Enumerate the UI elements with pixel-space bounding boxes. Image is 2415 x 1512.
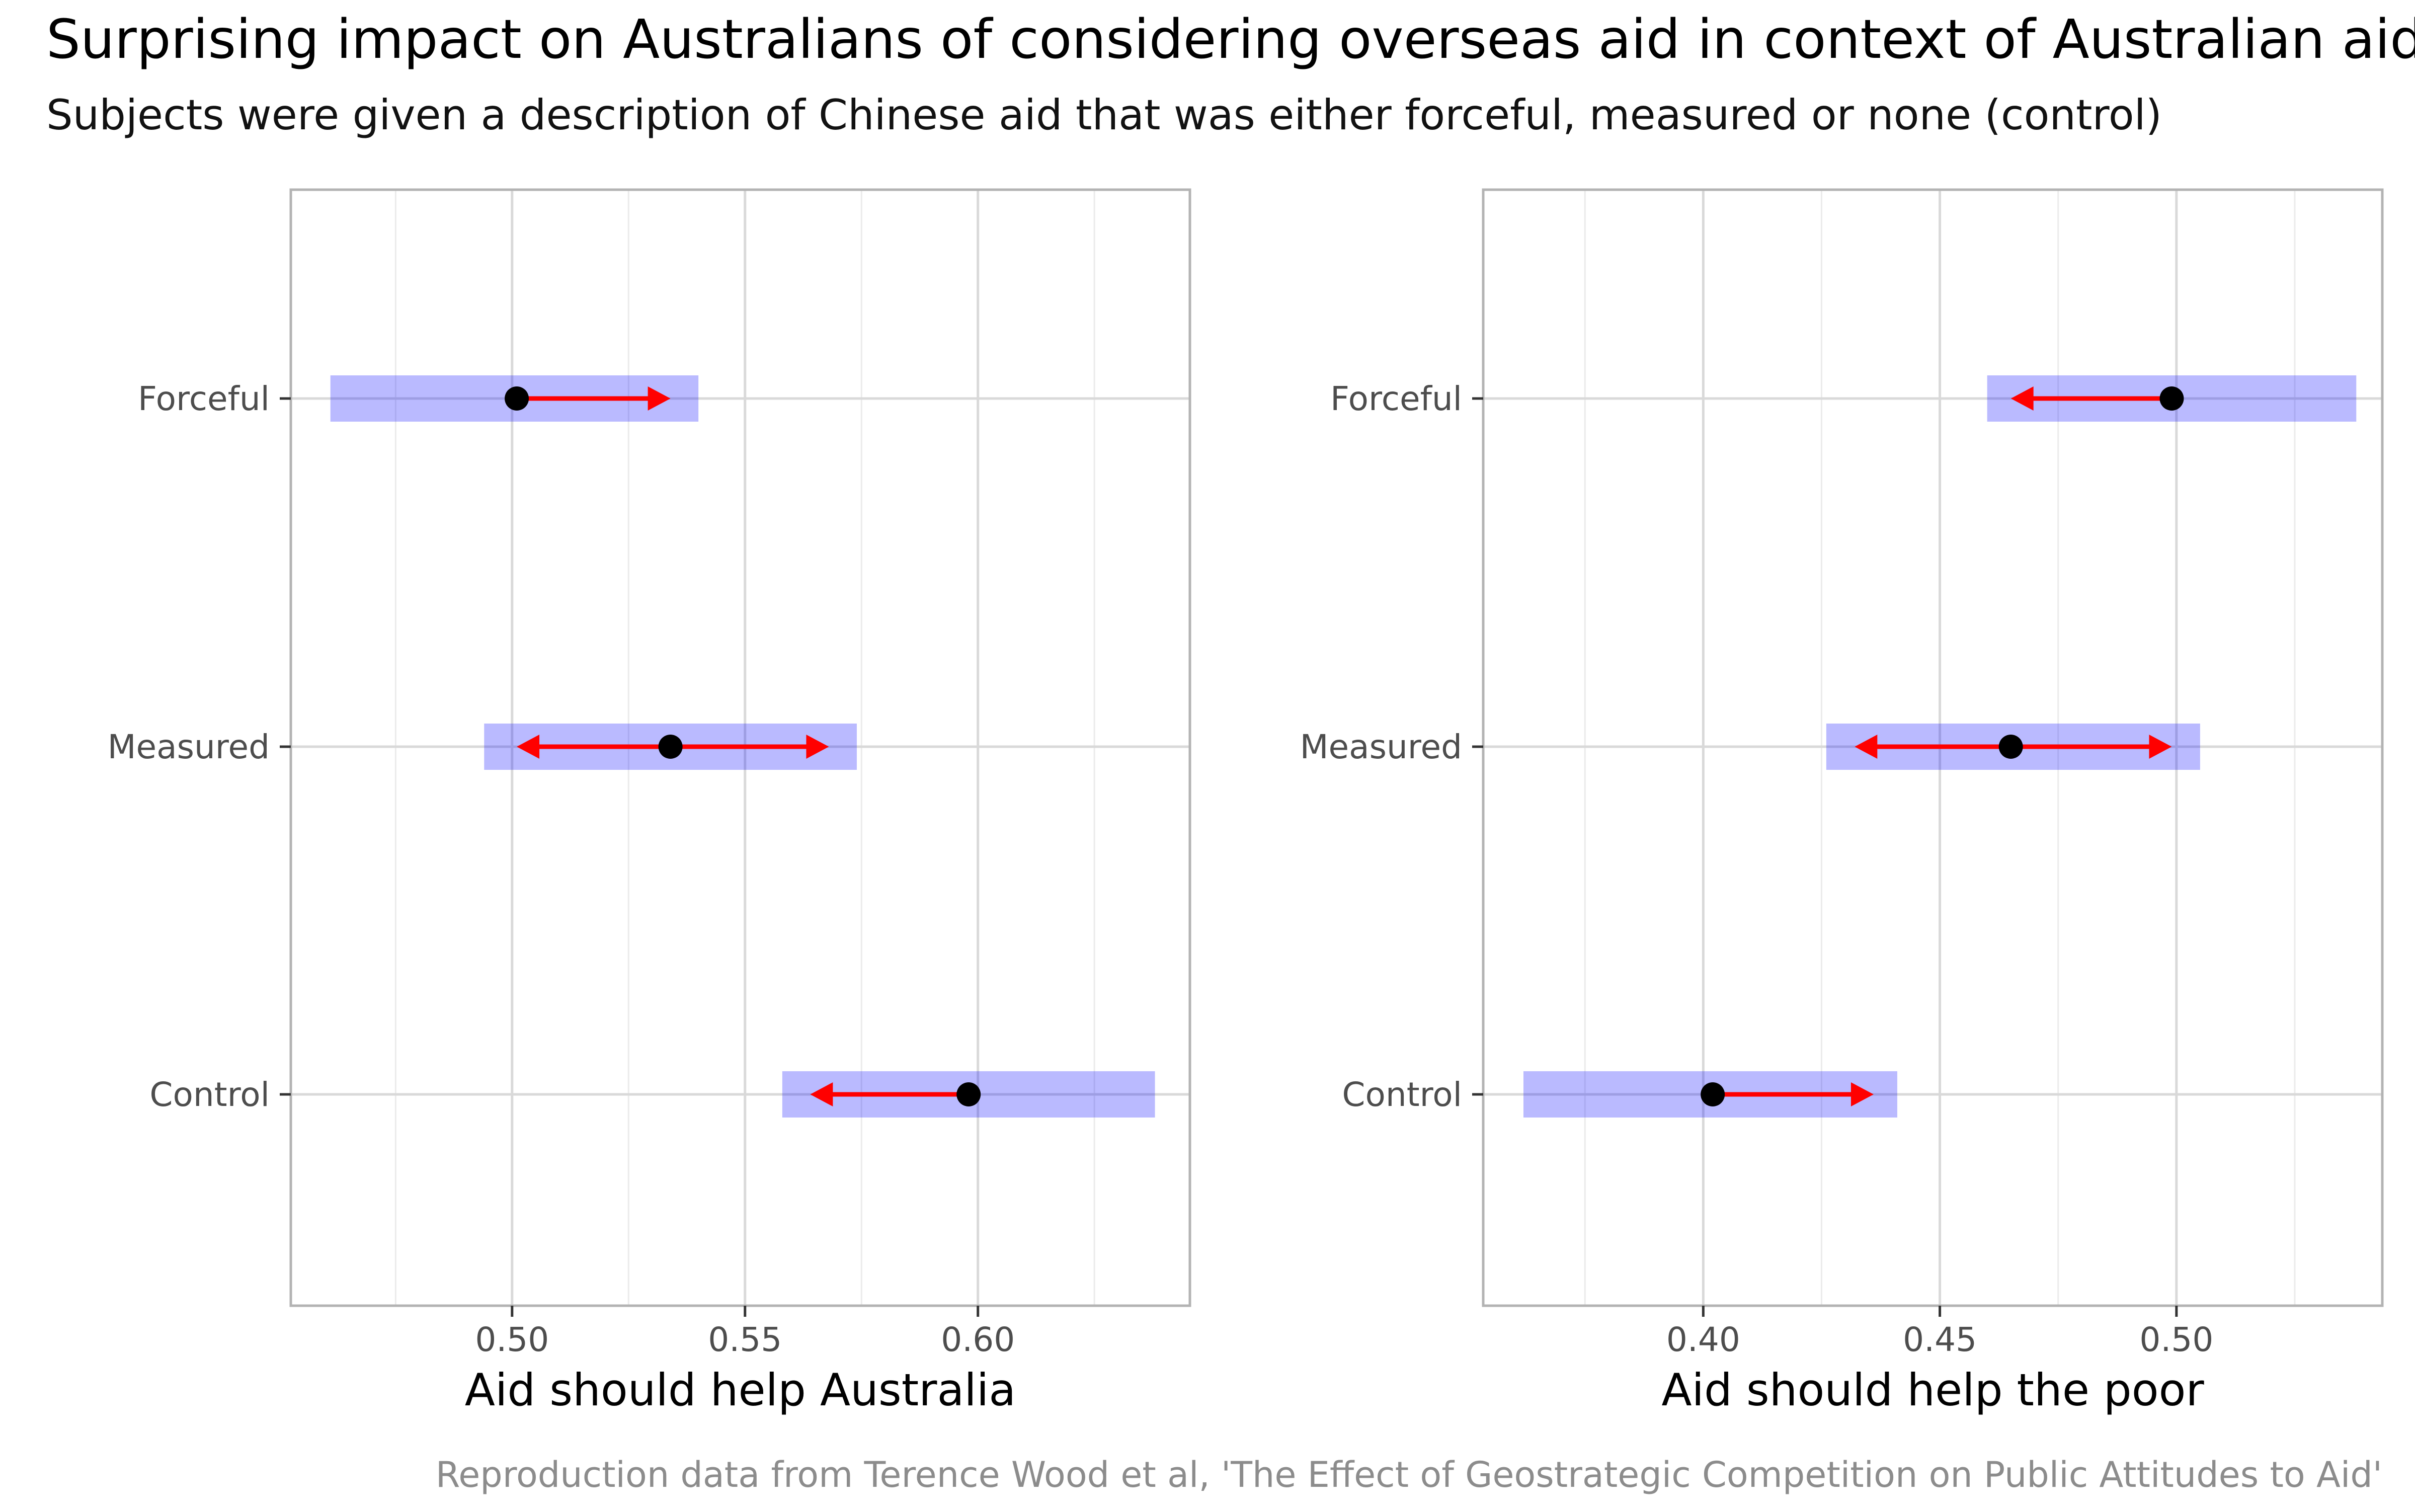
y-tick-label: Forceful — [1330, 379, 1462, 418]
chart-title: Surprising impact on Australians of cons… — [46, 9, 2415, 71]
arrow-head-measured — [1855, 735, 1878, 759]
x-tick-label: 0.45 — [1903, 1320, 1977, 1359]
x-tick-label: 0.60 — [941, 1320, 1015, 1359]
panel-left: Forceful Measured Control 0.50 0.55 0.60 Aid s… — [108, 188, 1191, 1416]
y-tick-label: Measured — [1300, 728, 1462, 766]
y-tick-label: Control — [1342, 1075, 1462, 1114]
x-axis-label: Aid should help the poor — [1661, 1364, 2204, 1416]
y-tick-label: Forceful — [138, 379, 270, 418]
x-tick-label: 0.50 — [475, 1320, 549, 1359]
y-tick-label: Control — [149, 1075, 270, 1114]
chart-subtitle: Subjects were given a description of Chi… — [46, 91, 2162, 139]
x-tick-label: 0.50 — [2139, 1320, 2213, 1359]
arrow-head-forceful — [648, 386, 671, 411]
x-tick-label: 0.40 — [1666, 1320, 1740, 1359]
arrow-head-measured — [806, 735, 829, 759]
estimate-point-forceful — [505, 386, 529, 411]
panel-right: Forceful Measured Control 0.40 0.45 0.50 Aid s… — [1300, 188, 2384, 1416]
estimate-point-control — [956, 1082, 981, 1106]
y-tick-label: Measured — [108, 728, 270, 766]
estimate-point-measured — [658, 735, 683, 759]
arrow-head-control — [810, 1082, 833, 1106]
estimate-point-measured — [1998, 735, 2023, 759]
chart-caption: Reproduction data from Terence Wood et a… — [436, 1454, 2382, 1495]
estimate-point-control — [1701, 1082, 1725, 1106]
arrow-head-forceful — [2010, 386, 2034, 411]
x-axis-label: Aid should help Australia — [465, 1364, 1016, 1416]
arrow-head-measured — [517, 735, 540, 759]
arrow-head-control — [1850, 1082, 1874, 1106]
estimate-point-forceful — [2159, 386, 2184, 411]
arrow-head-measured — [2149, 735, 2172, 759]
x-tick-label: 0.55 — [708, 1320, 782, 1359]
